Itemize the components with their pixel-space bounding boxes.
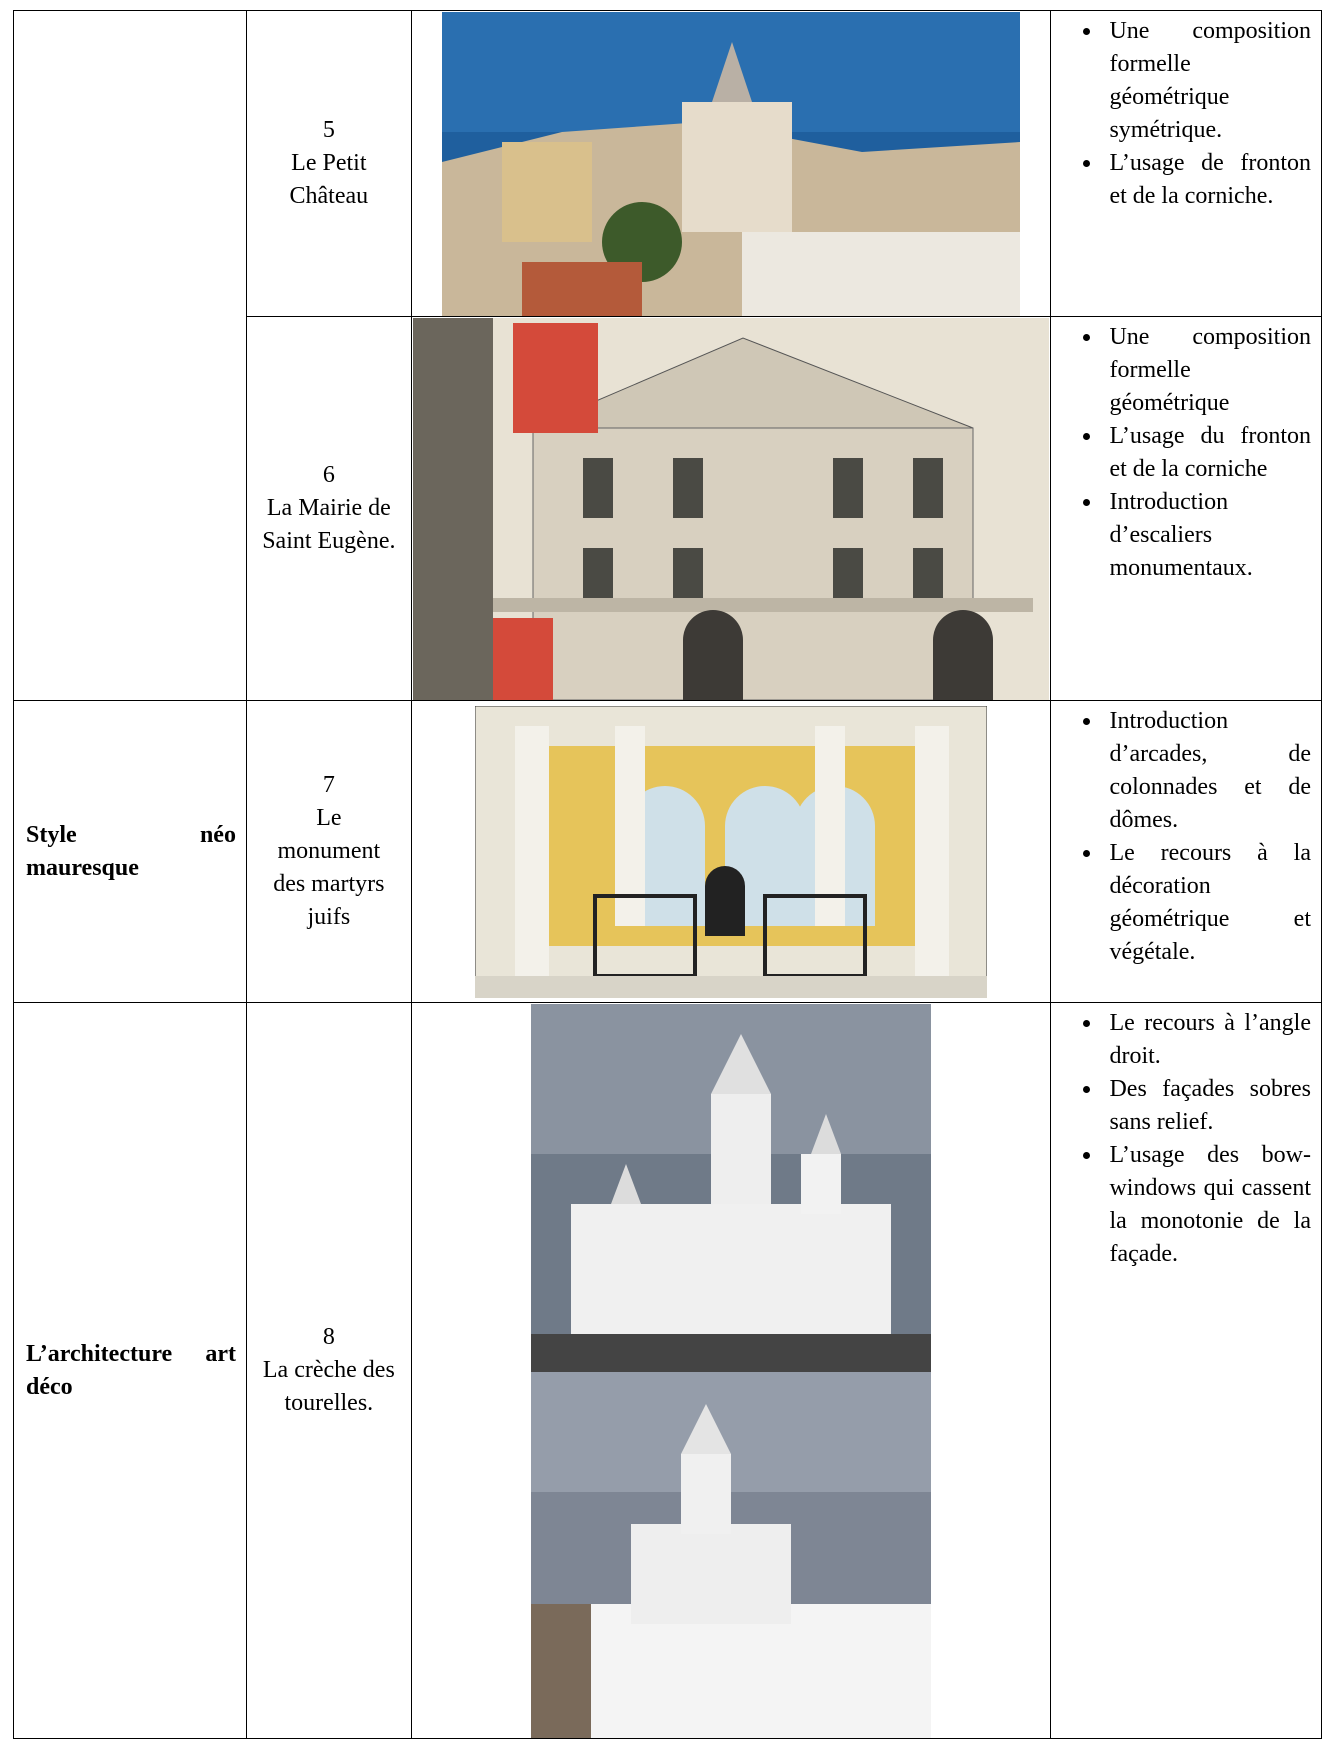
name-cell: 7 Le monument des martyrs juifs: [245, 700, 412, 1003]
features-cell: Une composition formelle géométrique sym…: [1050, 10, 1322, 317]
number: 6: [322, 462, 335, 488]
name-cell: 6 La Mairie de Saint Eugène.: [245, 316, 412, 701]
row: L’architecture art déco 8 La crèche des t…: [13, 1002, 1322, 1739]
photo: [531, 1003, 932, 1738]
photo: [413, 317, 1050, 700]
row: 6 La Mairie de Saint Eugène. Une composit…: [14, 316, 1322, 701]
photo-cell: [410, 1002, 1052, 1739]
photo-cell: [410, 316, 1052, 701]
features-cell: Le recours à l’angle droit.Des façades s…: [1050, 1002, 1322, 1739]
building-name: Le Petit Château: [289, 150, 369, 209]
feature: Une composition formelle géométrique: [1103, 321, 1311, 420]
feature: Introduction d’escaliers monumentaux.: [1103, 486, 1311, 585]
feature-list: Introduction d’arcades, de colonnades et…: [1051, 705, 1311, 969]
feature: Introduction d’arcades, de colonnades et…: [1103, 705, 1311, 837]
name-cell: 5 Le Petit Château: [245, 10, 412, 317]
feature: Le recours à l’angle droit.: [1103, 1007, 1311, 1073]
features-cell: Une composition formelle géométriqueL’us…: [1050, 316, 1322, 701]
architecture-table: 5 Le Petit Château Une composition formel…: [13, 10, 1322, 1739]
feature: L’usage des bow-windows qui cassent la m…: [1103, 1139, 1311, 1271]
row: 5 Le Petit Château Une composition formel…: [13, 10, 1322, 701]
features-cell: Introduction d’arcades, de colonnades et…: [1050, 700, 1322, 1003]
feature: L’usage du fronton et de la corniche: [1103, 420, 1311, 486]
number: 5: [322, 117, 335, 143]
style-cell: Style néo mauresque: [13, 700, 247, 1003]
style-name: L’architecture art déco: [26, 1340, 236, 1400]
photo-cell: [410, 10, 1052, 317]
style-cell: [13, 10, 247, 701]
building-name: La Mairie de Saint Eugène.: [262, 495, 396, 554]
row: Style néo mauresque 7 Le monument des mar…: [13, 700, 1322, 1003]
feature-list: Une composition formelle géométriqueL’us…: [1051, 321, 1311, 585]
name-cell: 8 La crèche des tourelles.: [245, 1002, 412, 1739]
photo: [442, 11, 1021, 316]
style-name: Style néo mauresque: [26, 821, 236, 881]
feature: Une composition formelle géométrique sym…: [1103, 15, 1311, 147]
number: 8: [322, 1324, 335, 1350]
feature: L’usage de fronton et de la corniche.: [1103, 147, 1311, 213]
feature-list: Le recours à l’angle droit.Des façades s…: [1051, 1007, 1311, 1271]
building-name: La crèche des tourelles.: [262, 1357, 395, 1416]
feature: Des façades sobres sans relief.: [1103, 1073, 1311, 1139]
feature: Le recours à la décoration géométrique e…: [1103, 837, 1311, 969]
style-cell: L’architecture art déco: [13, 1002, 247, 1739]
feature-list: Une composition formelle géométrique sym…: [1051, 15, 1311, 213]
photo: [475, 705, 988, 998]
number: 7: [322, 772, 335, 798]
building-name: Le monument des martyrs juifs: [273, 805, 385, 930]
photo-cell: [410, 700, 1052, 1003]
